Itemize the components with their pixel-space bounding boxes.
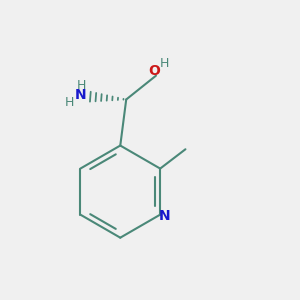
Text: N: N <box>74 88 86 102</box>
Text: H: H <box>65 96 74 109</box>
Text: N: N <box>159 209 170 223</box>
Text: H: H <box>77 79 86 92</box>
Text: H: H <box>160 57 170 70</box>
Text: O: O <box>148 64 160 78</box>
